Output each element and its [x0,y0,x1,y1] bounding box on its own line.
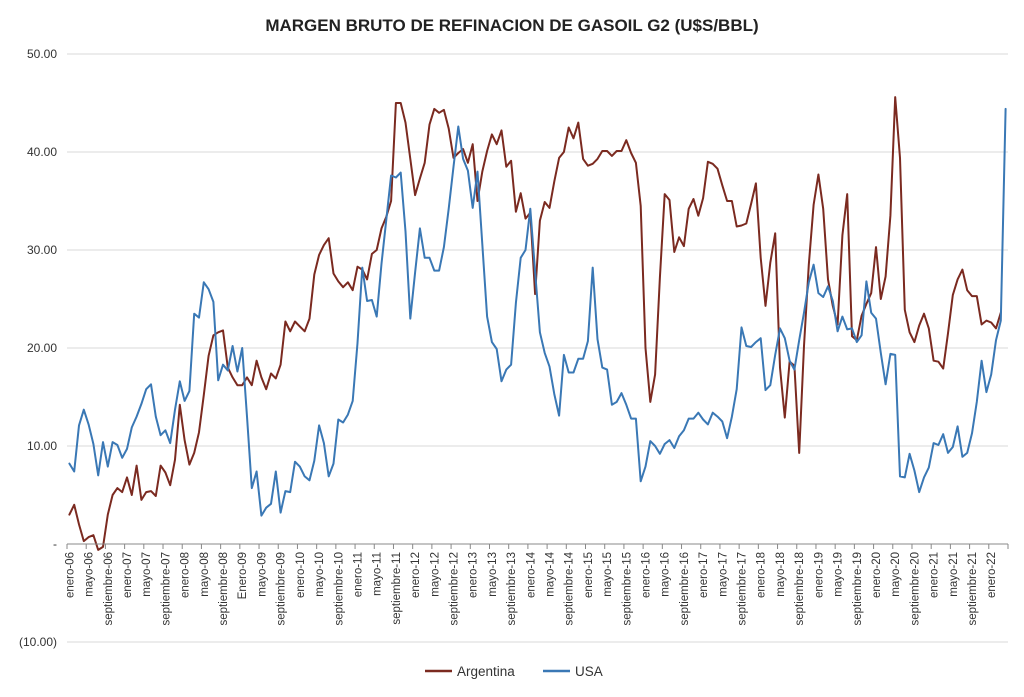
legend-label-argentina: Argentina [457,664,515,679]
x-tick-label: mayo-18 [775,552,787,597]
x-tick-label: enero-07 [122,552,134,598]
y-tick-label: (10.00) [19,635,57,649]
chart-title: MARGEN BRUTO DE REFINACION DE GASOIL G2 … [265,16,758,35]
x-tick-label: enero-16 [641,552,653,598]
x-tick-label: enero-11 [352,552,364,597]
x-tick-label: mayo-09 [256,552,268,597]
x-tick-label: septiembre-17 [737,552,749,626]
y-tick-label: 40.00 [27,145,57,159]
x-tick-label: enero-21 [929,552,941,598]
x-tick-label: mayo-11 [372,552,384,596]
x-tick-label: mayo-16 [660,552,672,597]
x-tick-label: enero-19 [813,552,825,598]
legend: Argentina USA [425,664,603,679]
x-tick-label: mayo-19 [833,552,845,597]
y-axis-tick-labels: (10.00) - 10.00 20.00 30.00 40.00 50.00 [19,47,57,649]
x-tick-label: septiembre-16 [679,552,691,626]
x-tick-label: septiembre-13 [506,552,518,626]
x-axis [66,543,1009,549]
y-tick-label: 10.00 [27,439,57,453]
x-tick-label: mayo-21 [948,552,960,597]
x-tick-label: enero-10 [295,552,307,598]
x-tick-label: enero-18 [756,552,768,598]
x-tick-label: enero-08 [180,552,192,598]
x-tick-label: mayo-20 [890,552,902,597]
series-lines [68,96,1007,551]
x-tick-label: mayo-17 [717,552,729,597]
x-axis-tick-labels: enero-06 mayo-06 septiembre-06 enero-07 mayo… [64,551,998,625]
x-tick-label: enero-22 [986,552,998,598]
x-tick-label: Enero-09 [237,552,249,599]
x-tick-label: mayo-06 [84,552,96,597]
legend-label-usa: USA [575,664,603,679]
series-line-usa [68,107,1007,517]
x-tick-label: mayo-10 [314,552,326,597]
x-tick-label: mayo-14 [545,551,557,596]
x-tick-label: mayo-08 [199,552,211,597]
x-tick-label: septiembre-20 [909,552,921,626]
x-tick-label: septiembre-10 [333,552,345,626]
x-tick-label: septiembre-21 [967,552,979,626]
x-tick-label: septiembre-06 [103,552,115,626]
x-tick-label: septiembre-18 [794,552,806,626]
x-tick-label: mayo-15 [602,552,614,597]
x-tick-label: septiembre-11 [391,552,403,625]
y-tick-label: - [53,537,57,551]
x-tick-label: septiembre-15 [621,552,633,626]
x-tick-label: septiembre-09 [276,552,288,626]
x-tick-label: septiembre-08 [218,552,230,626]
x-tick-label: mayo-12 [429,552,441,597]
x-tick-label: enero-12 [410,552,422,598]
x-tick-label: septiembre-07 [160,552,172,626]
y-tick-label: 20.00 [27,341,57,355]
y-tick-label: 50.00 [27,47,57,61]
x-tick-label: septiembre-19 [852,552,864,626]
x-tick-label: enero-17 [698,552,710,598]
x-tick-label: enero-13 [468,552,480,598]
x-tick-label: enero-14 [525,551,537,598]
x-tick-label: septiembre-12 [448,552,460,626]
x-tick-label: mayo-13 [487,552,499,597]
x-tick-label: septiembre-14 [564,551,576,625]
x-tick-label: enero-06 [64,552,76,598]
series-line-argentina [68,96,1002,551]
y-tick-label: 30.00 [27,243,57,257]
x-tick-label: mayo-07 [141,552,153,597]
x-tick-label: enero-15 [583,552,595,598]
gridlines [67,53,1008,643]
x-tick-label: enero-20 [871,552,883,598]
